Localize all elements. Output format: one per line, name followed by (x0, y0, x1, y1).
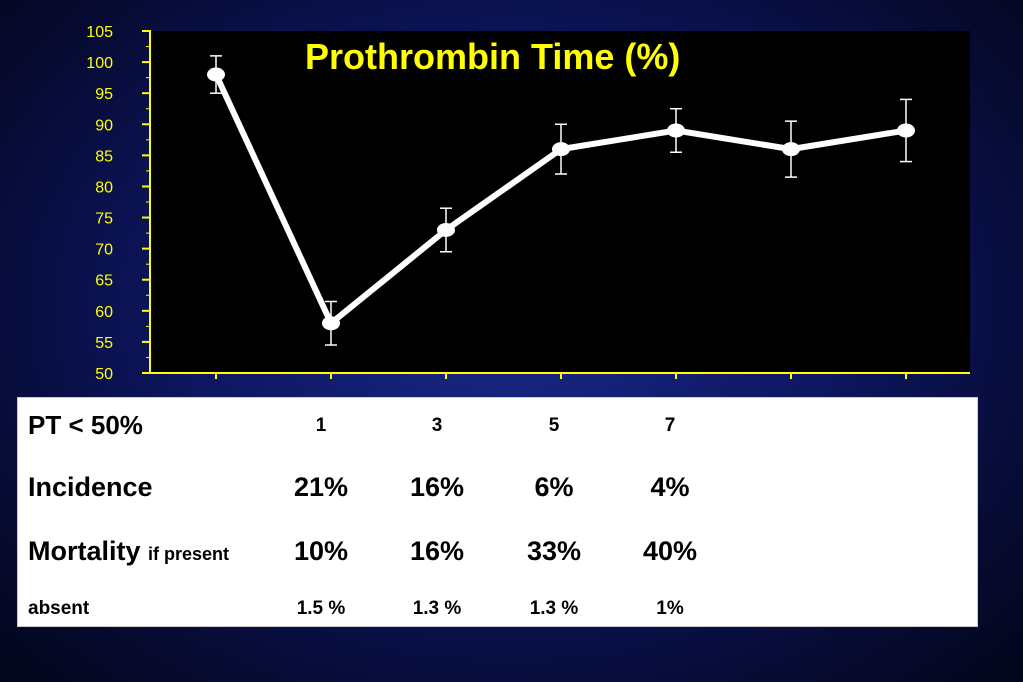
y-tick-label: 70 (95, 242, 113, 259)
mortality-absent-value: 1.5 % (296, 598, 346, 619)
y-tick-label: 55 (95, 335, 113, 352)
column-header: 7 (664, 415, 676, 436)
outcome-table: PT < 50% 1 3 5 7 Incidence 21% 16% 6% 4%… (17, 397, 978, 627)
mortality-sublabel: if present (148, 544, 230, 564)
pt-threshold-label: PT < 50% (28, 410, 143, 440)
y-tick-label: 80 (95, 179, 113, 196)
column-header: 1 (315, 415, 327, 436)
incidence-value: 4% (650, 472, 690, 502)
chart-title: Prothrombin Time (%) (305, 36, 681, 77)
y-tick-label: 100 (86, 55, 113, 72)
mortality-present-value: 40% (642, 536, 698, 566)
x-axis (150, 372, 970, 379)
y-tick-label: 65 (95, 273, 113, 290)
incidence-label: Incidence (28, 472, 153, 502)
y-axis: 50 55 60 65 70 75 80 85 90 95 100 105 (86, 24, 151, 383)
y-tick-label: 95 (95, 86, 113, 103)
mortality-absent-value: 1.3 % (412, 598, 462, 619)
column-header: 3 (431, 415, 443, 436)
y-tick-label: 105 (86, 24, 113, 41)
y-tick-label: 85 (95, 148, 113, 165)
data-point (207, 67, 225, 82)
mortality-present-value: 16% (409, 536, 465, 566)
data-point (667, 123, 685, 138)
data-points (207, 67, 915, 331)
column-header: 5 (548, 415, 560, 436)
mortality-absent-value: 1% (656, 598, 684, 619)
data-point (437, 222, 455, 237)
data-point (897, 123, 915, 138)
y-tick-label: 90 (95, 117, 113, 134)
y-tick-label: 60 (95, 304, 113, 321)
mortality-label: Mortality if present (28, 536, 229, 567)
mortality-present-value: 33% (526, 536, 582, 566)
incidence-value: 6% (534, 472, 574, 502)
data-point (322, 316, 340, 331)
data-point (782, 142, 800, 157)
mortality-label-text: Mortality (28, 536, 141, 566)
incidence-value: 16% (409, 472, 465, 502)
incidence-value: 21% (293, 472, 349, 502)
absent-label: absent (28, 598, 90, 619)
mortality-absent-value: 1.3 % (529, 598, 579, 619)
plot-area (150, 31, 970, 373)
mortality-present-value: 10% (293, 536, 349, 566)
prothrombin-chart: 50 55 60 65 70 75 80 85 90 95 100 105 (86, 24, 970, 383)
data-point (552, 142, 570, 157)
error-bars (210, 55, 912, 346)
y-tick-label: 75 (95, 211, 113, 228)
y-tick-label: 50 (95, 366, 113, 383)
